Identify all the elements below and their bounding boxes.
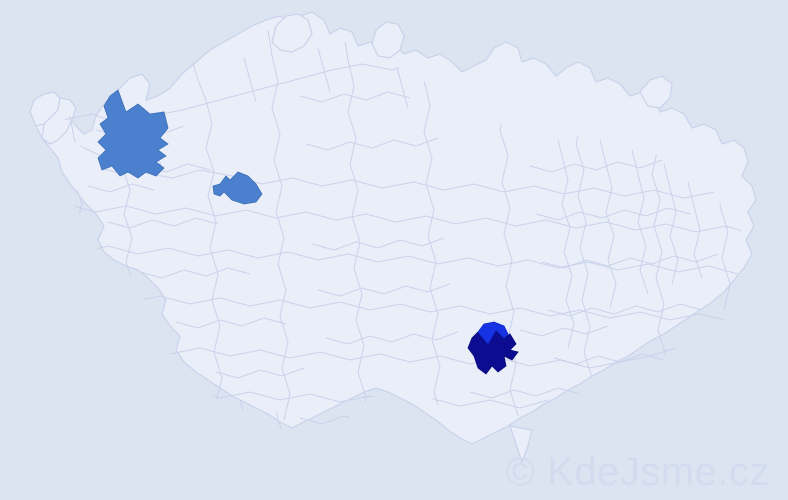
region-south-spike bbox=[509, 425, 533, 464]
region-silesia-bulge bbox=[639, 75, 673, 109]
district-highlight-chomutov[interactable] bbox=[97, 89, 169, 179]
district-highlight-rakovnik[interactable] bbox=[212, 171, 263, 205]
district-highlight-zdar-bright[interactable] bbox=[477, 321, 509, 345]
highlighted-districts[interactable] bbox=[97, 89, 519, 375]
copyright-icon: © bbox=[505, 450, 536, 494]
watermark: © KdeJsme.cz bbox=[506, 452, 770, 492]
country-landmass bbox=[29, 11, 757, 464]
region-cheb bbox=[41, 97, 77, 145]
district-border-mesh bbox=[35, 29, 752, 445]
region-frydlant bbox=[371, 21, 405, 59]
region-sluknov bbox=[271, 13, 313, 53]
watermark-text: KdeJsme.cz bbox=[547, 450, 770, 494]
